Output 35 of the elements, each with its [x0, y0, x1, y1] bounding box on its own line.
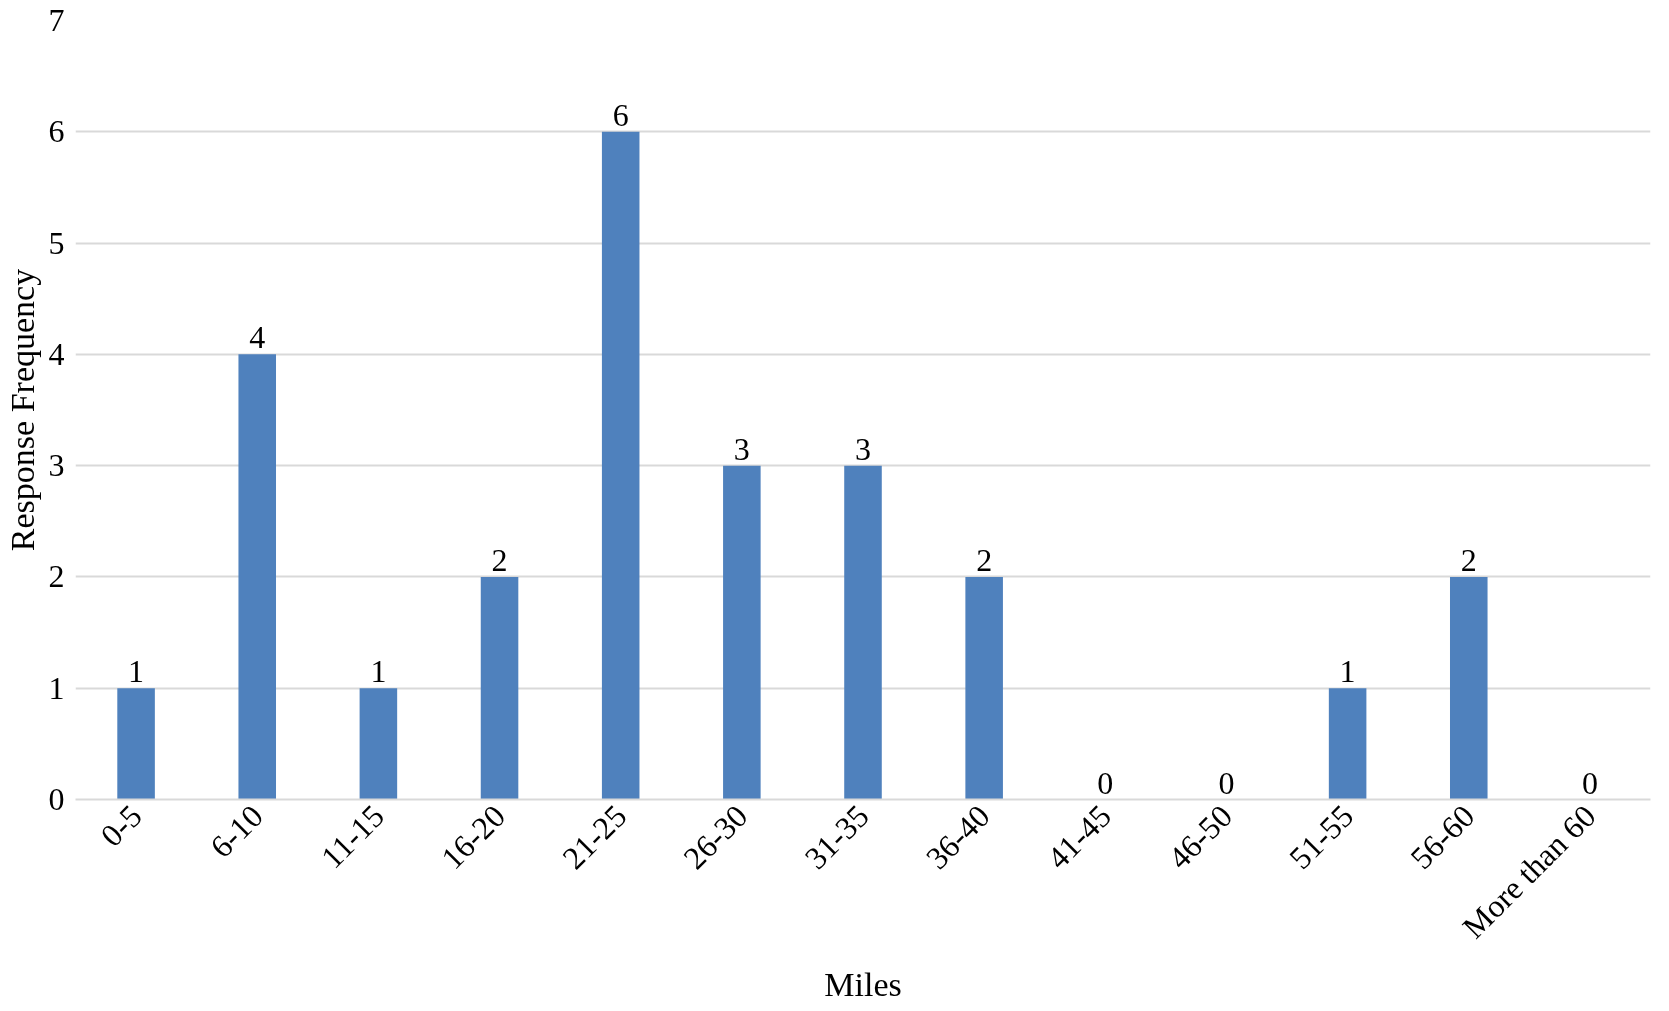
bar [480, 576, 519, 800]
bar [965, 576, 1003, 800]
y-tick-label: 6 [48, 113, 65, 150]
data-label: 3 [733, 430, 750, 467]
y-axis-title: Response Frequency [3, 268, 41, 552]
data-label: 0 [1581, 764, 1598, 801]
data-label: 2 [976, 541, 993, 578]
x-axis-title: Miles [824, 965, 902, 1003]
data-label: 3 [855, 430, 871, 467]
y-tick-label: 7 [48, 2, 65, 38]
bar [844, 465, 882, 800]
y-tick-label: 1 [48, 669, 65, 706]
y-tick-label: 2 [48, 558, 65, 595]
y-tick-label: 5 [48, 224, 65, 261]
x-tick-label: 0-5 [93, 797, 149, 854]
bar [359, 688, 398, 800]
y-tick-label: 3 [48, 447, 65, 484]
data-label: 1 [128, 653, 145, 690]
bar [601, 131, 640, 800]
data-label: 0 [1218, 764, 1235, 801]
data-label: 2 [1460, 541, 1477, 578]
data-label: 4 [249, 319, 266, 356]
bar [117, 688, 155, 800]
y-tick-label: 0 [48, 781, 65, 817]
data-label: 0 [1097, 764, 1114, 801]
bar [723, 465, 761, 800]
data-label: 6 [612, 96, 629, 133]
x-tick-label: 6-10 [203, 797, 270, 865]
data-label: 2 [491, 541, 508, 578]
bar [1449, 576, 1488, 800]
bar [238, 354, 277, 800]
bar [1328, 688, 1367, 800]
y-tick-label: 4 [48, 335, 65, 372]
data-label: 1 [370, 653, 387, 690]
data-label: 1 [1339, 653, 1356, 690]
